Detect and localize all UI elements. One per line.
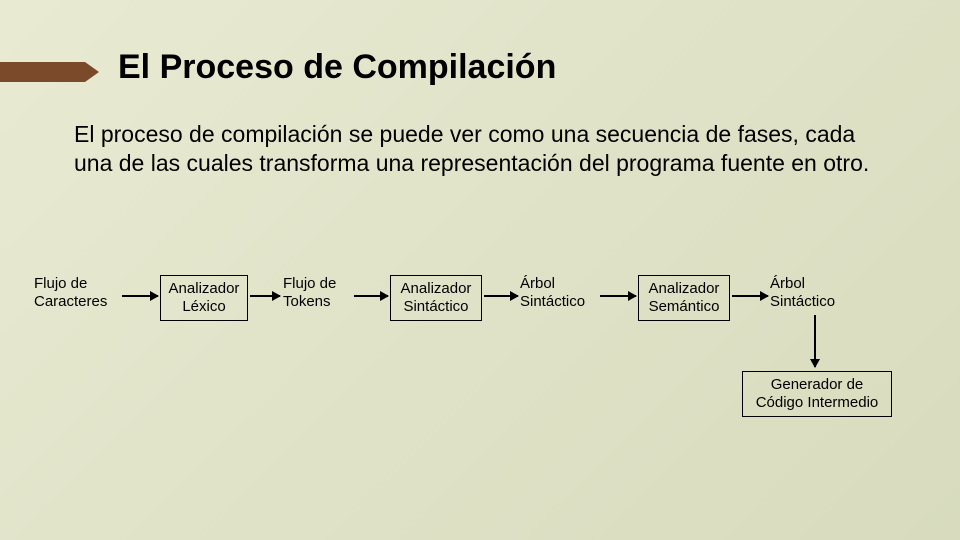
node-label-line1: Flujo de (34, 275, 122, 293)
flow-arrow-n3-n4 (484, 295, 518, 297)
accent-bar (0, 62, 100, 82)
flow-node-n2: Flujo deTokens (283, 275, 353, 311)
flow-node-n5: AnalizadorSemántico (638, 275, 730, 321)
node-label-line2: Sintáctico (520, 293, 600, 311)
node-label-line1: Árbol (520, 275, 600, 293)
flow-arrow-n5-n6 (732, 295, 768, 297)
node-label-line2: Semántico (645, 298, 723, 316)
flow-node-n1: AnalizadorLéxico (160, 275, 248, 321)
node-label-line1: Árbol (770, 275, 850, 293)
flow-arrow-n2-n3 (354, 295, 388, 297)
node-label-line2: Código Intermedio (749, 394, 885, 412)
node-label-line2: Léxico (167, 298, 241, 316)
flow-arrow-n1-n2 (250, 295, 280, 297)
flow-node-n6: ÁrbolSintáctico (770, 275, 850, 311)
flow-node-n3: AnalizadorSintáctico (390, 275, 482, 321)
flow-arrow-n4-n5 (600, 295, 636, 297)
page-title: El Proceso de Compilación (118, 48, 556, 87)
flow-arrow-n6-n7 (814, 315, 816, 367)
node-label-line2: Caracteres (34, 293, 122, 311)
flow-node-n7: Generador deCódigo Intermedio (742, 371, 892, 417)
flow-node-n0: Flujo deCaracteres (34, 275, 122, 311)
node-label-line1: Analizador (397, 280, 475, 298)
node-label-line2: Sintáctico (770, 293, 850, 311)
node-label-line2: Tokens (283, 293, 353, 311)
flow-arrow-n0-n1 (122, 295, 158, 297)
flow-node-n4: ÁrbolSintáctico (520, 275, 600, 311)
node-label-line1: Analizador (645, 280, 723, 298)
node-label-line2: Sintáctico (397, 298, 475, 316)
node-label-line1: Analizador (167, 280, 241, 298)
node-label-line1: Generador de (749, 376, 885, 394)
node-label-line1: Flujo de (283, 275, 353, 293)
page-description: El proceso de compilación se puede ver c… (74, 120, 894, 179)
